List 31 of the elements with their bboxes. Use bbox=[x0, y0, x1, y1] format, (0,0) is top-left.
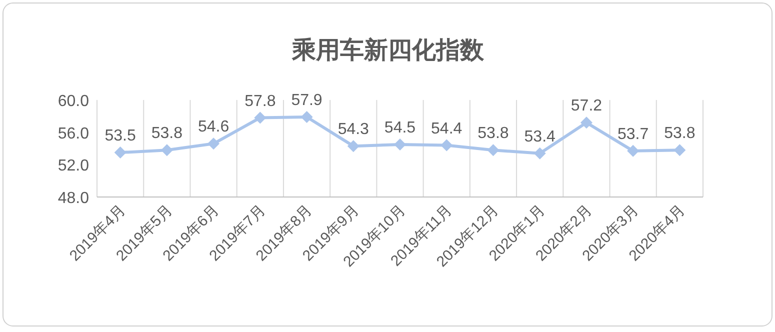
data-label: 53.8 bbox=[478, 125, 509, 142]
data-label: 53.5 bbox=[104, 128, 136, 145]
point bbox=[674, 144, 686, 156]
point bbox=[300, 110, 313, 123]
data-label: 57.2 bbox=[570, 98, 602, 115]
point bbox=[208, 138, 220, 150]
y-tick-label: 48.0 bbox=[58, 190, 90, 207]
point bbox=[534, 147, 546, 160]
point bbox=[627, 144, 640, 157]
point bbox=[254, 112, 266, 124]
point bbox=[394, 138, 406, 150]
y-tick-label: 56.0 bbox=[58, 125, 90, 142]
data-label: 54.6 bbox=[198, 118, 230, 136]
data-label: 53.8 bbox=[151, 125, 183, 142]
data-label: 57.8 bbox=[244, 92, 276, 110]
point bbox=[160, 144, 173, 156]
data-label: 53.4 bbox=[524, 128, 556, 146]
point bbox=[114, 146, 126, 159]
data-label: 54.5 bbox=[384, 119, 416, 136]
data-label: 54.4 bbox=[431, 120, 462, 138]
data-label: 53.8 bbox=[664, 125, 696, 142]
chart-title: 乘用车新四化指数 bbox=[291, 37, 485, 64]
y-tick-label: 60.0 bbox=[58, 93, 90, 110]
data-label: 53.7 bbox=[618, 126, 649, 143]
point bbox=[487, 144, 500, 156]
point bbox=[440, 139, 453, 152]
point bbox=[347, 140, 360, 152]
point bbox=[580, 116, 592, 129]
y-tick-label: 52.0 bbox=[58, 158, 90, 175]
data-label: 57.9 bbox=[291, 92, 322, 109]
data-label: 54.3 bbox=[338, 121, 370, 138]
